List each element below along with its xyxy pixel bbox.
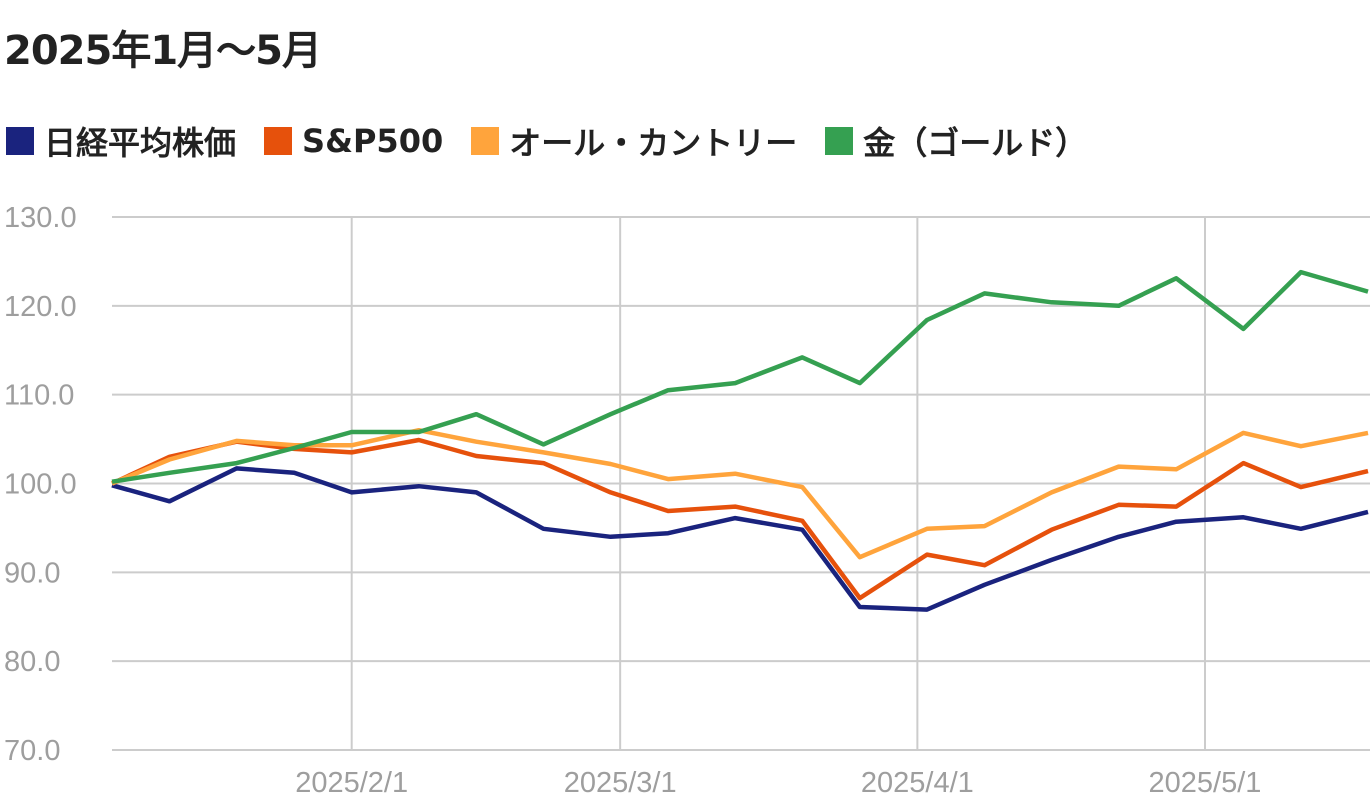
legend-label: S&P500 xyxy=(302,122,444,160)
legend: 日経平均株価 S&P500 オール・カントリー 金（ゴールド） xyxy=(6,118,1115,164)
y-tick-label: 120.0 xyxy=(4,291,77,323)
legend-swatch xyxy=(471,127,500,155)
legend-item-gold: 金（ゴールド） xyxy=(825,118,1087,164)
x-tick-label: 2025/5/1 xyxy=(1149,767,1262,799)
chart-title: 2025年1月〜5月 xyxy=(4,28,322,74)
y-tick-label: 90.0 xyxy=(4,557,60,589)
series-line-0 xyxy=(111,466,1369,612)
y-tick-label: 130.0 xyxy=(4,202,77,234)
y-tick-label: 70.0 xyxy=(4,735,60,767)
legend-swatch xyxy=(6,127,34,155)
series-line-2 xyxy=(111,427,1369,560)
legend-swatch xyxy=(825,127,854,155)
series-line-1 xyxy=(111,437,1369,601)
legend-item-nikkei: 日経平均株価 xyxy=(6,118,236,164)
x-tick-label: 2025/4/1 xyxy=(861,767,974,799)
series-line-3 xyxy=(111,269,1369,484)
y-tick-label: 110.0 xyxy=(4,380,74,412)
legend-label: 日経平均株価 xyxy=(44,124,237,162)
legend-item-all-country: オール・カントリー xyxy=(471,118,797,164)
x-tick-label: 2025/2/1 xyxy=(295,767,408,799)
legend-item-sp500: S&P500 xyxy=(264,122,443,160)
legend-swatch xyxy=(264,127,293,155)
y-tick-label: 100.0 xyxy=(4,469,77,501)
legend-label: 金（ゴールド） xyxy=(863,124,1088,162)
y-tick-label: 80.0 xyxy=(4,646,60,678)
x-tick-label: 2025/3/1 xyxy=(564,767,677,799)
legend-label: オール・カントリー xyxy=(509,124,798,162)
